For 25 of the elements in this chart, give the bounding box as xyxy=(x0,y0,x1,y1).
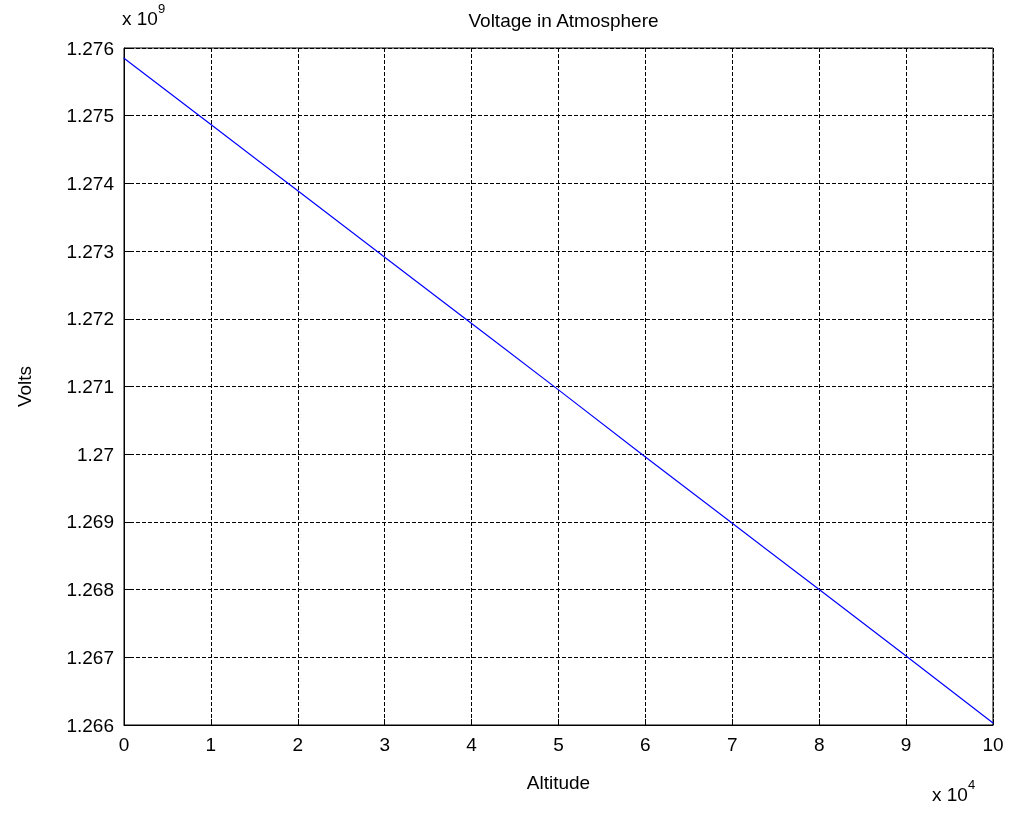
x-tick-label: 0 xyxy=(118,734,130,755)
y-tick-label: 1.271 xyxy=(66,376,114,397)
x-tick-label: 5 xyxy=(553,734,564,755)
y-tick-label: 1.266 xyxy=(66,714,114,736)
y-tick-label: 1.275 xyxy=(66,105,114,127)
y-tick-label: 1.269 xyxy=(66,511,114,533)
y-tick-label: 1.267 xyxy=(66,646,114,668)
y-tick-label: 1.276 xyxy=(66,37,114,59)
x-axis-title: Altitude xyxy=(526,772,591,793)
x-tick-label: 4 xyxy=(466,734,478,755)
y-axis-title: Volts xyxy=(14,365,35,408)
y-tick-label: 1.273 xyxy=(66,240,114,262)
x-tick-label: 1 xyxy=(205,734,217,755)
x-tick-label: 10 xyxy=(982,734,1004,755)
x-tick-label: 2 xyxy=(292,734,304,755)
x-tick-label: 7 xyxy=(727,734,738,755)
y-tick-label: 1.268 xyxy=(66,579,114,601)
x-tick-label: 9 xyxy=(900,734,912,755)
x-tick-label: 8 xyxy=(813,734,825,755)
x-tick-label: 6 xyxy=(640,734,651,755)
x-tick-label: 3 xyxy=(379,734,390,755)
chart-title: Voltage in Atmosphere xyxy=(468,10,659,31)
y-tick-label: 1.274 xyxy=(66,172,115,194)
y-tick-label: 1.27 xyxy=(77,443,114,465)
y-tick-label: 1.272 xyxy=(66,308,114,330)
